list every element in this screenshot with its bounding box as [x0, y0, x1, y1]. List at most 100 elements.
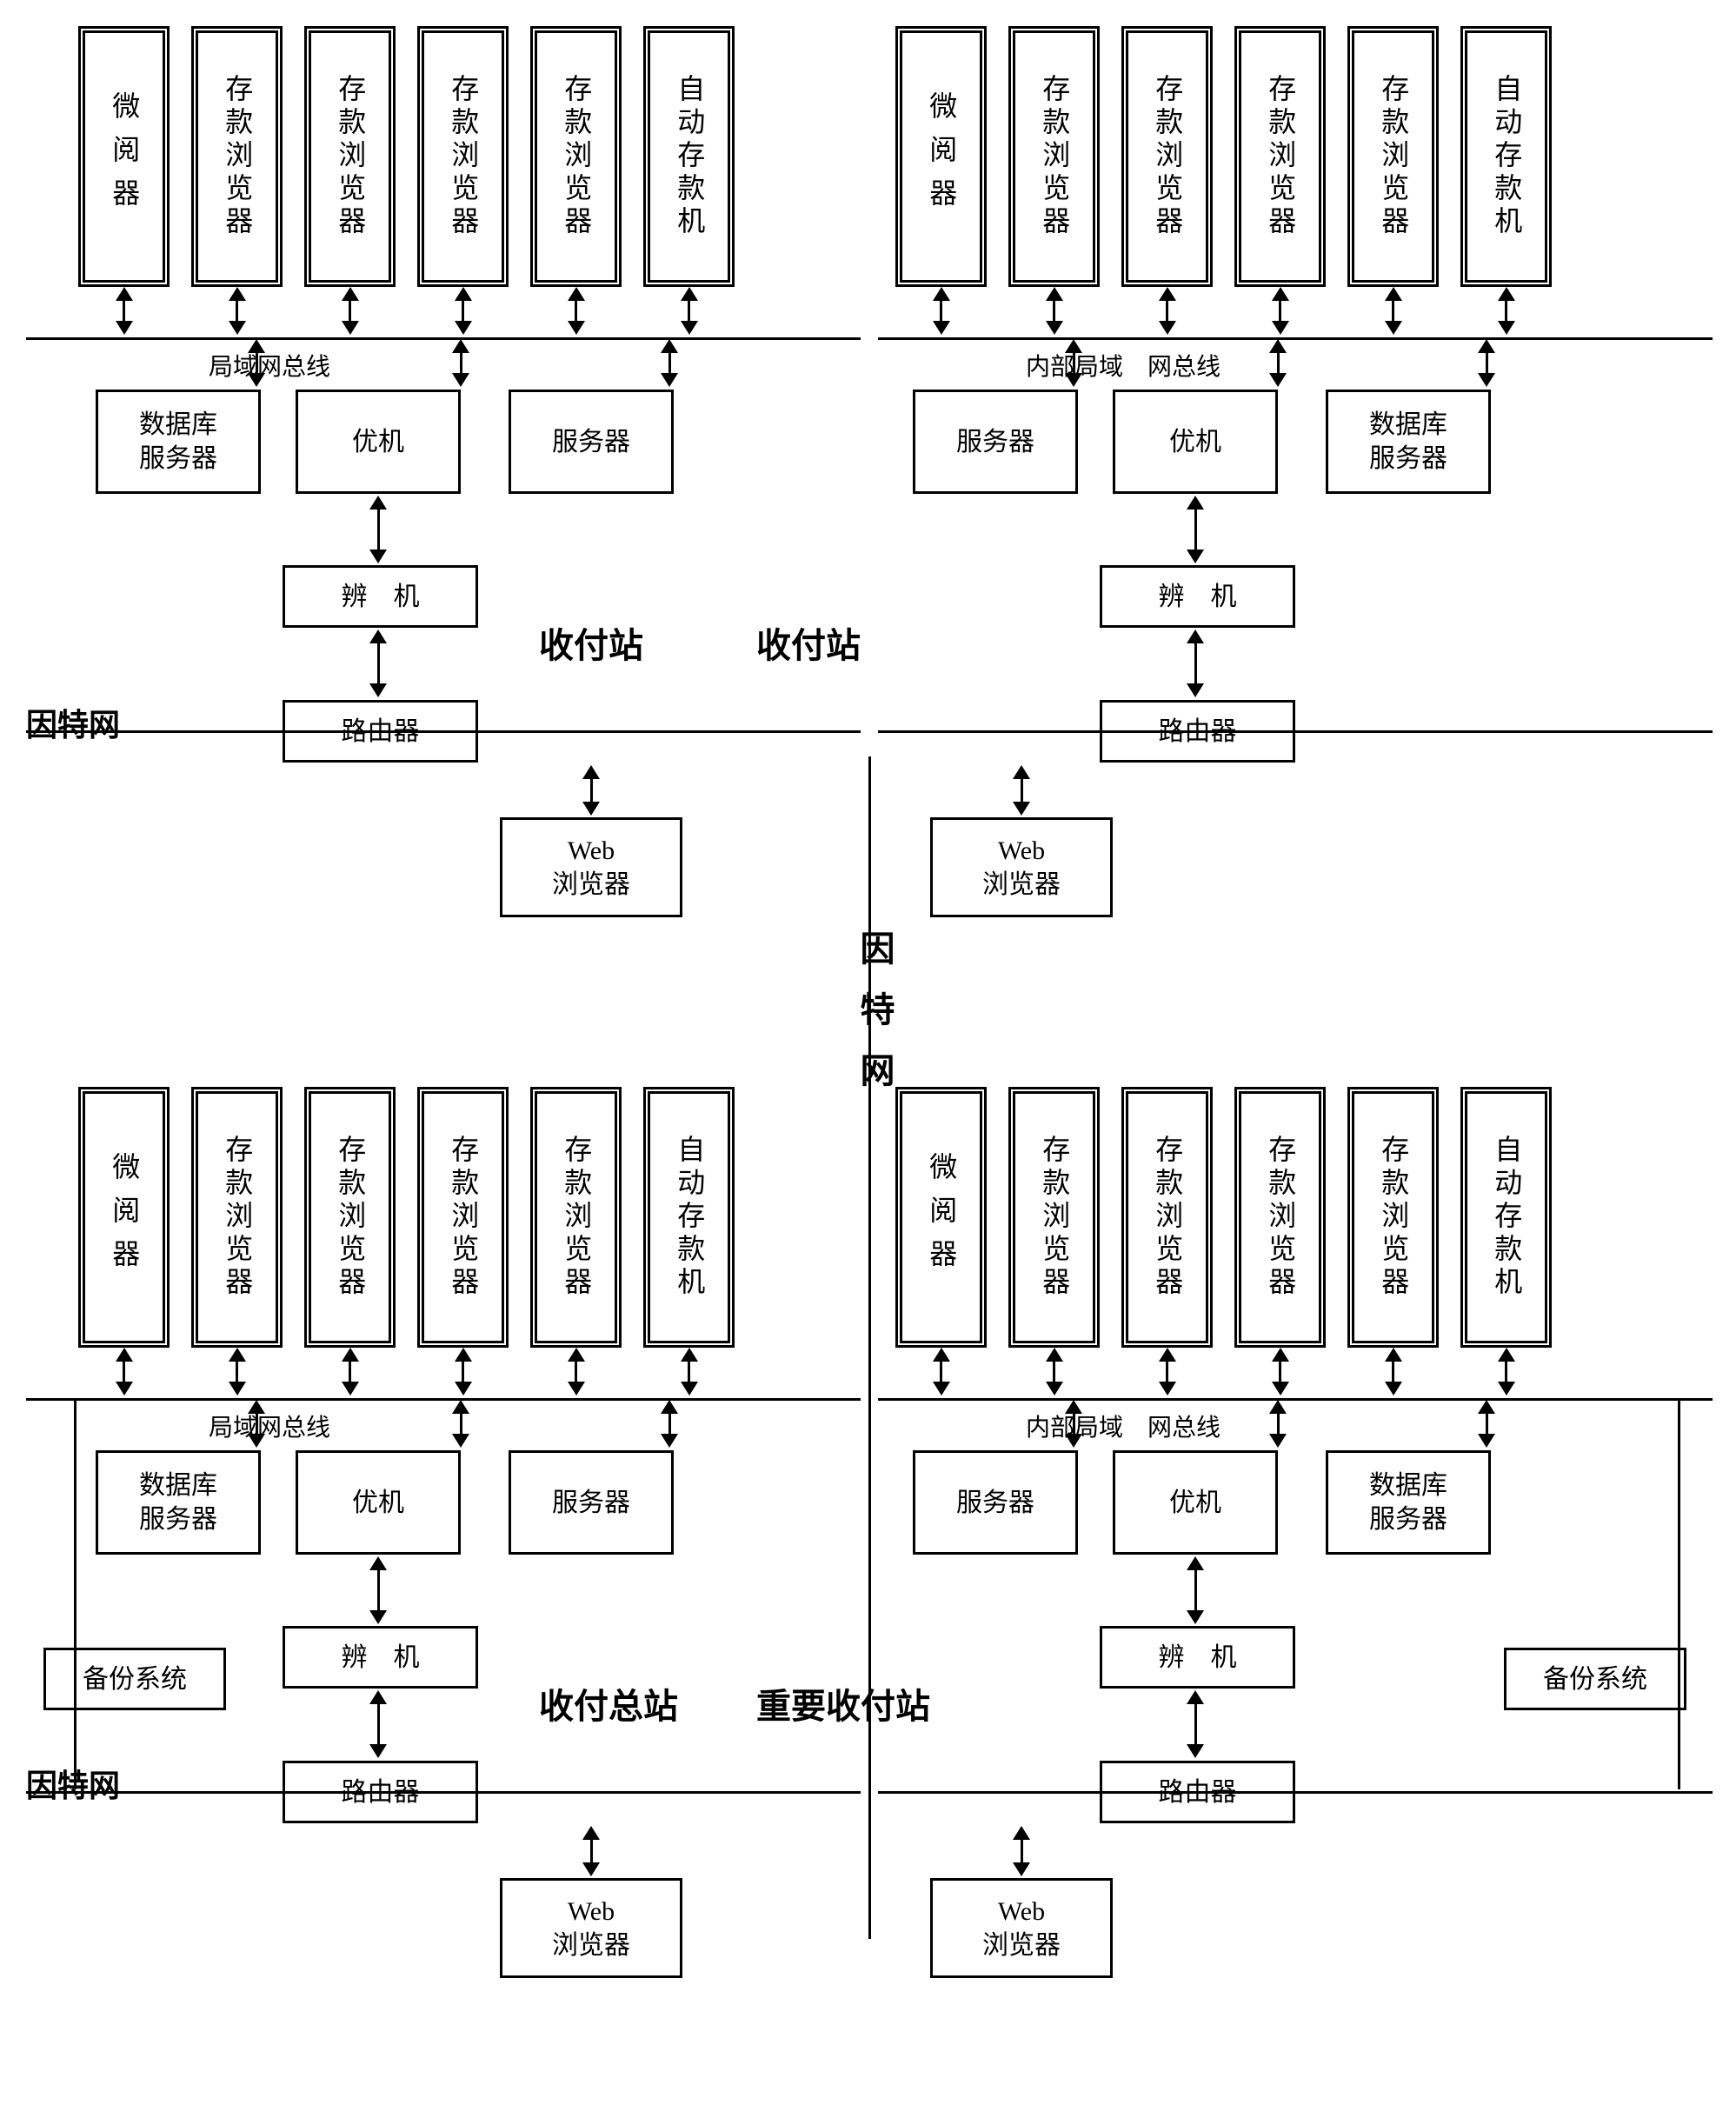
bus-server-arrow — [1478, 1400, 1495, 1448]
terminal-arrow — [1272, 287, 1289, 335]
terminal-tl-5: 自动存款机 — [643, 26, 735, 287]
auth-tl: 辨 机 — [283, 565, 478, 628]
terminal-tl-2: 存款浏览器 — [304, 26, 396, 287]
bus-server-arrow — [661, 1400, 678, 1448]
inet-web-arrow — [1013, 765, 1030, 816]
server-tr-2: 数据库 服务器 — [1326, 390, 1491, 494]
terminal-arrow — [229, 1348, 246, 1396]
server-auth-arrow — [369, 1556, 387, 1624]
auth-router-arrow — [1187, 1690, 1204, 1758]
lan-bus-tl — [26, 337, 861, 340]
quad-title-tr: 收付站 — [756, 617, 861, 668]
terminal-tr-2: 存款浏览器 — [1121, 26, 1213, 287]
server-tr-0: 服务器 — [913, 390, 1078, 494]
bus-server-arrow — [248, 339, 265, 387]
server-tl-0: 数据库 服务器 — [96, 390, 261, 494]
backup-bl: 备份系统 — [43, 1648, 226, 1710]
terminal-tr-1: 存款浏览器 — [1008, 26, 1100, 287]
bus-server-arrow — [452, 1400, 469, 1448]
inet-web-arrow — [582, 1826, 600, 1876]
inet-label-tl: 因特网 — [26, 700, 120, 745]
server-br-1: 优机 — [1113, 1450, 1278, 1555]
auth-tr: 辨 机 — [1100, 565, 1295, 628]
terminal-arrow — [933, 287, 950, 335]
bus-server-arrow — [661, 339, 678, 387]
terminal-tr-0: 微阅器 — [895, 26, 987, 287]
terminal-tl-3: 存款浏览器 — [417, 26, 509, 287]
terminal-arrow — [116, 287, 133, 335]
terminal-arrow — [116, 1348, 133, 1396]
inet-label-bl: 因特网 — [26, 1761, 120, 1806]
server-auth-arrow — [1187, 496, 1204, 563]
lan-bus-label-tl: 局域网总线 — [209, 348, 330, 383]
server-tl-2: 服务器 — [509, 390, 674, 494]
bus-server-arrow — [1478, 339, 1495, 387]
web-browser-br: Web 浏览器 — [930, 1878, 1113, 1978]
backup-br: 备份系统 — [1504, 1648, 1686, 1710]
inet-line-br — [878, 1791, 1713, 1794]
terminal-arrow — [1385, 287, 1402, 335]
server-tl-1: 优机 — [296, 390, 461, 494]
terminal-br-5: 自动存款机 — [1460, 1087, 1552, 1348]
quad-title-bl: 收付总站 — [539, 1678, 678, 1729]
terminal-arrow — [1046, 1348, 1063, 1396]
terminal-br-3: 存款浏览器 — [1234, 1087, 1326, 1348]
terminal-bl-1: 存款浏览器 — [191, 1087, 283, 1348]
terminal-br-1: 存款浏览器 — [1008, 1087, 1100, 1348]
terminal-bl-2: 存款浏览器 — [304, 1087, 396, 1348]
server-auth-arrow — [1187, 1556, 1204, 1624]
terminal-br-2: 存款浏览器 — [1121, 1087, 1213, 1348]
terminal-arrow — [342, 287, 359, 335]
bus-server-arrow — [1269, 339, 1287, 387]
server-br-2: 数据库 服务器 — [1326, 1450, 1491, 1555]
terminal-arrow — [1498, 287, 1515, 335]
terminal-tr-4: 存款浏览器 — [1347, 26, 1439, 287]
terminal-arrow — [229, 287, 246, 335]
terminal-arrow — [1159, 1348, 1176, 1396]
terminal-arrow — [1498, 1348, 1515, 1396]
terminal-tr-5: 自动存款机 — [1460, 26, 1552, 287]
center-inet-label: 因特网 — [849, 930, 900, 1113]
lan-bus-label-br: 内部局域 网总线 — [1026, 1409, 1221, 1443]
terminal-arrow — [1385, 1348, 1402, 1396]
server-br-0: 服务器 — [913, 1450, 1078, 1555]
lan-bus-tr — [878, 337, 1713, 340]
terminal-arrow — [1046, 287, 1063, 335]
web-browser-tr: Web 浏览器 — [930, 817, 1113, 917]
bus-server-arrow — [452, 339, 469, 387]
bus-server-arrow — [248, 1400, 265, 1448]
terminal-bl-4: 存款浏览器 — [530, 1087, 622, 1348]
backup-vline-bl — [74, 1400, 76, 1789]
inet-line-tl — [26, 730, 861, 733]
server-auth-arrow — [369, 496, 387, 563]
server-bl-0: 数据库 服务器 — [96, 1450, 261, 1555]
inet-line-tr — [878, 730, 1713, 733]
inet-web-arrow — [582, 765, 600, 816]
terminal-arrow — [568, 287, 585, 335]
terminal-arrow — [1272, 1348, 1289, 1396]
terminal-tr-3: 存款浏览器 — [1234, 26, 1326, 287]
terminal-tl-1: 存款浏览器 — [191, 26, 283, 287]
terminal-arrow — [681, 1348, 698, 1396]
auth-router-arrow — [369, 1690, 387, 1758]
terminal-tl-4: 存款浏览器 — [530, 26, 622, 287]
bus-server-arrow — [1065, 1400, 1082, 1448]
server-bl-1: 优机 — [296, 1450, 461, 1555]
terminal-bl-0: 微阅器 — [78, 1087, 170, 1348]
terminal-tl-0: 微阅器 — [78, 26, 170, 287]
auth-br: 辨 机 — [1100, 1626, 1295, 1689]
server-tr-1: 优机 — [1113, 390, 1278, 494]
bus-server-arrow — [1065, 339, 1082, 387]
lan-bus-br — [878, 1398, 1713, 1401]
terminal-arrow — [933, 1348, 950, 1396]
lan-bus-label-bl: 局域网总线 — [209, 1409, 330, 1443]
terminal-arrow — [455, 1348, 472, 1396]
quad-title-br: 重要收付站 — [756, 1678, 930, 1729]
terminal-bl-5: 自动存款机 — [643, 1087, 735, 1348]
web-browser-bl: Web 浏览器 — [500, 1878, 682, 1978]
bus-server-arrow — [1269, 1400, 1287, 1448]
server-bl-2: 服务器 — [509, 1450, 674, 1555]
terminal-arrow — [568, 1348, 585, 1396]
auth-router-arrow — [1187, 630, 1204, 697]
lan-bus-label-tr: 内部局域 网总线 — [1026, 348, 1221, 383]
